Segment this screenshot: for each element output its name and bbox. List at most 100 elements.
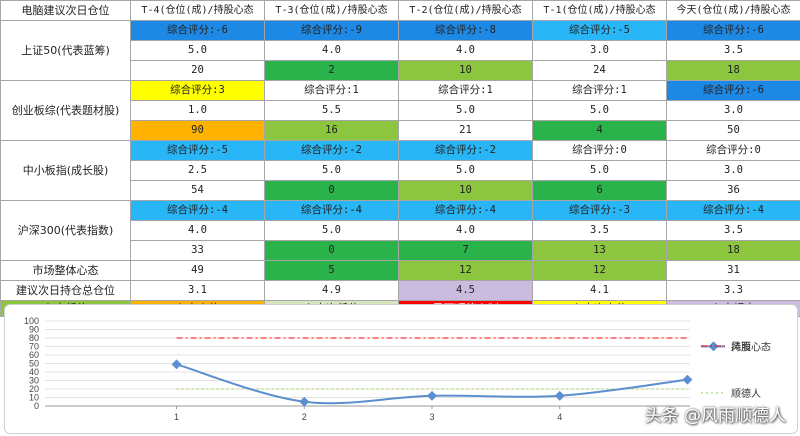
table-cell: 0 [264,180,399,201]
table-cell: 5.5 [264,100,399,121]
table-cell: 综合评分:-4 [130,200,265,221]
y-tick-label: 70 [29,342,39,352]
table-cell: 10 [398,180,533,201]
table-cell: 2.5 [130,160,265,181]
table-cell: 6 [532,180,667,201]
table-cell: 21 [398,120,533,141]
x-tick-label: 4 [557,412,562,422]
table-cell: 3.0 [666,160,800,181]
table-cell: 33 [130,240,265,261]
table-cell: 12 [532,260,667,281]
table-cell: 综合评分:0 [666,140,800,161]
table-cell: 5.0 [130,40,265,61]
table-cell: 综合评分:-4 [264,200,399,221]
table-cell: 4.0 [264,40,399,61]
table-cell: 3.1 [130,280,265,301]
row-label: 沪深300(代表指数) [0,200,131,261]
watermark: 头条 @风雨顺德人 [644,406,786,426]
table-cell: 综合评分:3 [130,80,265,101]
table-cell: 5 [264,260,399,281]
row-label: 建议次日持仓总仓位 [0,280,131,301]
table-cell: 综合评分:-5 [130,140,265,161]
table-cell: 综合评分:-6 [666,20,800,41]
header-corner: 电脑建议次日仓位 [0,0,131,21]
table-cell: 5.0 [264,220,399,241]
table-cell: 18 [666,240,800,261]
table-cell: 综合评分:-3 [532,200,667,221]
y-tick-label: 50 [29,359,39,369]
y-tick-label: 0 [34,401,39,411]
table-cell: 16 [264,120,399,141]
data-point [299,396,310,407]
table-cell: 3.3 [666,280,800,301]
row-label: 市场整体心态 [0,260,131,281]
table-cell: 4.1 [532,280,667,301]
table-cell: 4.0 [130,220,265,241]
row-label: 上证50(代表蓝筹) [0,20,131,81]
y-tick-label: 40 [29,367,39,377]
table-cell: 综合评分:-6 [130,20,265,41]
table-cell: 10 [398,60,533,81]
table-cell: 0 [264,240,399,261]
header-col-3: T-2(仓位(成)/持股心态 [398,0,533,21]
legend-marker-mindset [708,341,719,352]
legend-label-mindset: 持股心态 [731,340,771,353]
table-cell: 4 [532,120,667,141]
table-cell: 24 [532,60,667,81]
table-cell: 综合评分:-2 [398,140,533,161]
table-cell: 3.5 [666,220,800,241]
table-cell: 4.0 [398,220,533,241]
table-cell: 5.0 [398,100,533,121]
table-cell: 综合评分:1 [398,80,533,101]
table-cell: 7 [398,240,533,261]
x-tick-label: 2 [302,412,307,422]
table-cell: 综合评分:1 [532,80,667,101]
table-cell: 4.5 [398,280,533,301]
table-cell: 13 [532,240,667,261]
header-col-4: T-1(仓位(成)/持股心态 [532,0,667,21]
table-cell: 5.0 [264,160,399,181]
table-cell: 综合评分:1 [264,80,399,101]
data-point [554,390,565,401]
table-cell: 90 [130,120,265,141]
data-point [682,374,693,385]
table-cell: 31 [666,260,800,281]
y-tick-label: 90 [29,325,39,335]
table-cell: 综合评分:0 [532,140,667,161]
table-cell: 49 [130,260,265,281]
table-cell: 综合评分:-2 [264,140,399,161]
table-cell: 36 [666,180,800,201]
row-label: 创业板综(代表题材股) [0,80,131,141]
table-cell: 综合评分:-4 [666,200,800,221]
table-cell: 3.0 [532,40,667,61]
table-cell: 54 [130,180,265,201]
table-cell: 综合评分:-9 [264,20,399,41]
table-cell: 3.5 [532,220,667,241]
row-label: 中小板指(成长股) [0,140,131,201]
data-point [427,390,437,401]
x-tick-label: 1 [174,412,179,422]
table-cell: 3.5 [666,40,800,61]
table-cell: 5.0 [398,160,533,181]
table-cell: 5.0 [532,100,667,121]
table-cell: 综合评分:-5 [532,20,667,41]
table-cell: 2 [264,60,399,81]
table-cell: 4.0 [398,40,533,61]
table-cell: 18 [666,60,800,81]
legend-label-fengyu: 风雨 [731,341,751,353]
table-cell: 20 [130,60,265,81]
y-tick-label: 80 [29,333,39,343]
table-cell: 综合评分:-8 [398,20,533,41]
table-cell: 综合评分:-4 [398,200,533,221]
table-cell: 4.9 [264,280,399,301]
header-col-5: 今天(仓位(成)/持股心态 [666,0,800,21]
data-point [171,359,182,370]
legend-label-shunde: 顺德人 [731,387,761,400]
header-col-2: T-3(仓位(成)/持股心态 [264,0,399,21]
table-cell: 1.0 [130,100,265,121]
table-cell: 3.0 [666,100,800,121]
table-cell: 12 [398,260,533,281]
mindset-chart: 0 10 20 30 40 50 60 70 80 90 100 1 2 3 4 持股心态 风雨 顺德人 [4,304,798,434]
x-tick-label: 3 [429,412,434,422]
